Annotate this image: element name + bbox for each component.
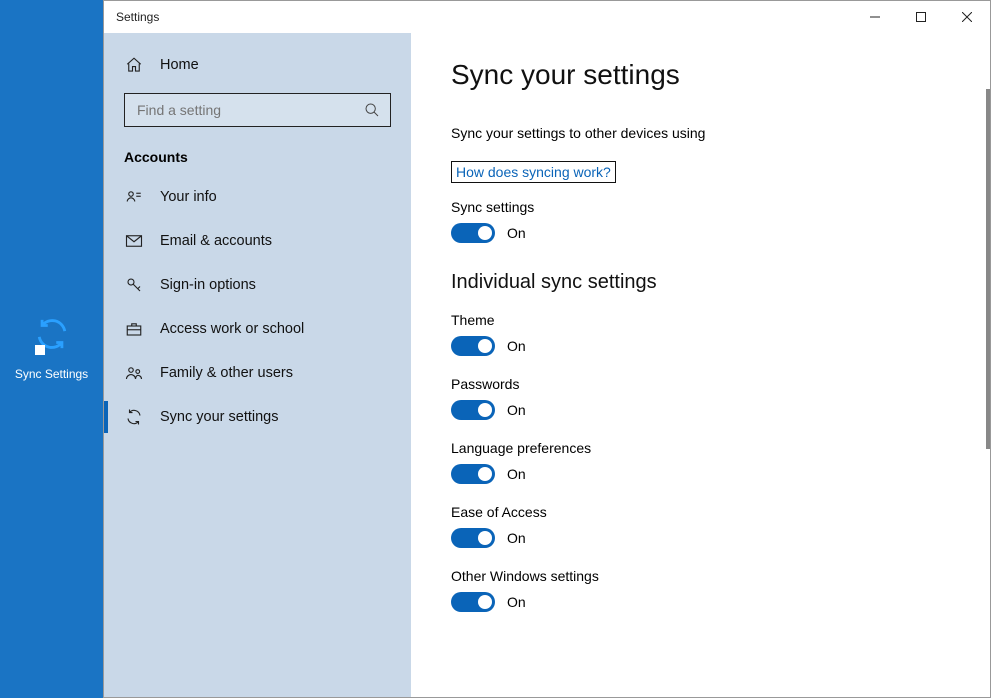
scrollbar-thumb[interactable]: [986, 89, 990, 449]
setting-label: Theme: [451, 312, 946, 328]
sidebar-item-home[interactable]: Home: [104, 43, 411, 87]
sidebar-item-label: Access work or school: [160, 321, 304, 337]
home-icon: [124, 55, 144, 75]
sidebar-item-label: Home: [160, 57, 199, 73]
sidebar-item-family-users[interactable]: Family & other users: [104, 351, 411, 395]
toggle-state-text: On: [507, 225, 526, 241]
window-titlebar[interactable]: Settings: [104, 1, 990, 33]
toggle-language[interactable]: [451, 464, 495, 484]
settings-sidebar: Home Accounts Your info Email & accounts: [104, 33, 411, 697]
window-body: Home Accounts Your info Email & accounts: [104, 33, 990, 697]
mail-icon: [124, 231, 144, 251]
sync-icon: [124, 407, 144, 427]
close-button[interactable]: [944, 1, 990, 33]
sync-description: Sync your settings to other devices usin…: [451, 125, 946, 141]
toggle-ease-of-access[interactable]: [451, 528, 495, 548]
toggle-passwords[interactable]: [451, 400, 495, 420]
maximize-icon: [916, 12, 926, 22]
sidebar-item-email-accounts[interactable]: Email & accounts: [104, 219, 411, 263]
sidebar-item-label: Family & other users: [160, 365, 293, 381]
key-icon: [124, 275, 144, 295]
setting-label: Other Windows settings: [451, 568, 946, 584]
toggle-other-windows[interactable]: [451, 592, 495, 612]
setting-theme: Theme On: [451, 312, 946, 356]
desktop-shortcut-sync-settings[interactable]: Sync Settings: [15, 317, 88, 381]
toggle-state-text: On: [507, 594, 526, 610]
page-title: Sync your settings: [451, 59, 946, 91]
toggle-state-text: On: [507, 530, 526, 546]
window-title: Settings: [116, 10, 159, 24]
toggle-sync-settings[interactable]: [451, 223, 495, 243]
toggle-state-text: On: [507, 338, 526, 354]
desktop-taskbar-area: Sync Settings: [0, 0, 103, 698]
content-scroll-area[interactable]: Sync your settings Sync your settings to…: [411, 33, 986, 697]
sidebar-search[interactable]: [124, 93, 391, 127]
sidebar-item-signin-options[interactable]: Sign-in options: [104, 263, 411, 307]
toggle-state-text: On: [507, 402, 526, 418]
search-icon: [364, 102, 380, 118]
maximize-button[interactable]: [898, 1, 944, 33]
minimize-icon: [870, 12, 880, 22]
briefcase-icon: [124, 319, 144, 339]
sidebar-item-your-info[interactable]: Your info: [104, 175, 411, 219]
toggle-theme[interactable]: [451, 336, 495, 356]
settings-content: Sync your settings Sync your settings to…: [411, 33, 990, 697]
how-sync-works-link[interactable]: How does syncing work?: [451, 161, 616, 183]
setting-label: Sync settings: [451, 199, 946, 215]
setting-language: Language preferences On: [451, 440, 946, 484]
setting-label: Ease of Access: [451, 504, 946, 520]
close-icon: [962, 12, 972, 22]
sidebar-item-label: Email & accounts: [160, 233, 272, 249]
sidebar-item-sync-settings[interactable]: Sync your settings: [104, 395, 411, 439]
desktop-shortcut-label: Sync Settings: [15, 367, 88, 381]
people-icon: [124, 363, 144, 383]
setting-label: Language preferences: [451, 440, 946, 456]
shortcut-overlay-icon: [35, 345, 45, 355]
user-card-icon: [124, 187, 144, 207]
sidebar-category-header: Accounts: [104, 141, 411, 175]
settings-window: Settings Home Accounts: [103, 0, 991, 698]
minimize-button[interactable]: [852, 1, 898, 33]
setting-label: Passwords: [451, 376, 946, 392]
toggle-state-text: On: [507, 466, 526, 482]
scrollbar[interactable]: [986, 89, 990, 697]
sidebar-item-work-school[interactable]: Access work or school: [104, 307, 411, 351]
setting-sync-settings: Sync settings On: [451, 199, 946, 243]
search-input[interactable]: [135, 101, 364, 119]
setting-passwords: Passwords On: [451, 376, 946, 420]
sidebar-item-label: Your info: [160, 189, 217, 205]
setting-ease-of-access: Ease of Access On: [451, 504, 946, 548]
sidebar-item-label: Sync your settings: [160, 409, 278, 425]
setting-other-windows: Other Windows settings On: [451, 568, 946, 612]
sidebar-item-label: Sign-in options: [160, 277, 256, 293]
section-heading-individual: Individual sync settings: [451, 271, 946, 294]
